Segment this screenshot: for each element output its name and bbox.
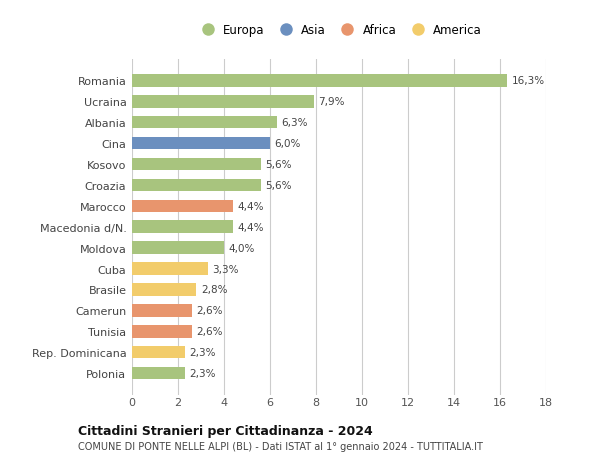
Text: 7,9%: 7,9% — [318, 97, 345, 107]
Bar — [132, 117, 277, 129]
Bar — [132, 304, 192, 317]
Bar — [132, 242, 224, 254]
Text: 5,6%: 5,6% — [265, 160, 292, 170]
Bar — [132, 138, 270, 150]
Bar — [132, 75, 507, 87]
Text: Cittadini Stranieri per Cittadinanza - 2024: Cittadini Stranieri per Cittadinanza - 2… — [78, 424, 373, 437]
Text: 6,3%: 6,3% — [281, 118, 308, 128]
Text: 4,4%: 4,4% — [238, 202, 265, 211]
Text: 2,3%: 2,3% — [190, 368, 216, 378]
Text: 2,3%: 2,3% — [190, 347, 216, 358]
Text: 5,6%: 5,6% — [265, 180, 292, 190]
Bar — [132, 179, 261, 192]
Bar — [132, 158, 261, 171]
Bar — [132, 367, 185, 380]
Bar — [132, 346, 185, 358]
Bar — [132, 284, 196, 296]
Bar — [132, 263, 208, 275]
Bar — [132, 200, 233, 213]
Text: 6,0%: 6,0% — [275, 139, 301, 149]
Text: 3,3%: 3,3% — [212, 264, 239, 274]
Bar — [132, 221, 233, 234]
Text: 4,0%: 4,0% — [229, 243, 255, 253]
Text: 2,6%: 2,6% — [196, 306, 223, 316]
Text: 16,3%: 16,3% — [511, 76, 545, 86]
Text: 2,6%: 2,6% — [196, 326, 223, 336]
Text: COMUNE DI PONTE NELLE ALPI (BL) - Dati ISTAT al 1° gennaio 2024 - TUTTITALIA.IT: COMUNE DI PONTE NELLE ALPI (BL) - Dati I… — [78, 441, 483, 451]
Bar — [132, 325, 192, 338]
Bar — [132, 96, 314, 108]
Text: 4,4%: 4,4% — [238, 222, 265, 232]
Text: 2,8%: 2,8% — [201, 285, 227, 295]
Legend: Europa, Asia, Africa, America: Europa, Asia, Africa, America — [194, 22, 484, 39]
